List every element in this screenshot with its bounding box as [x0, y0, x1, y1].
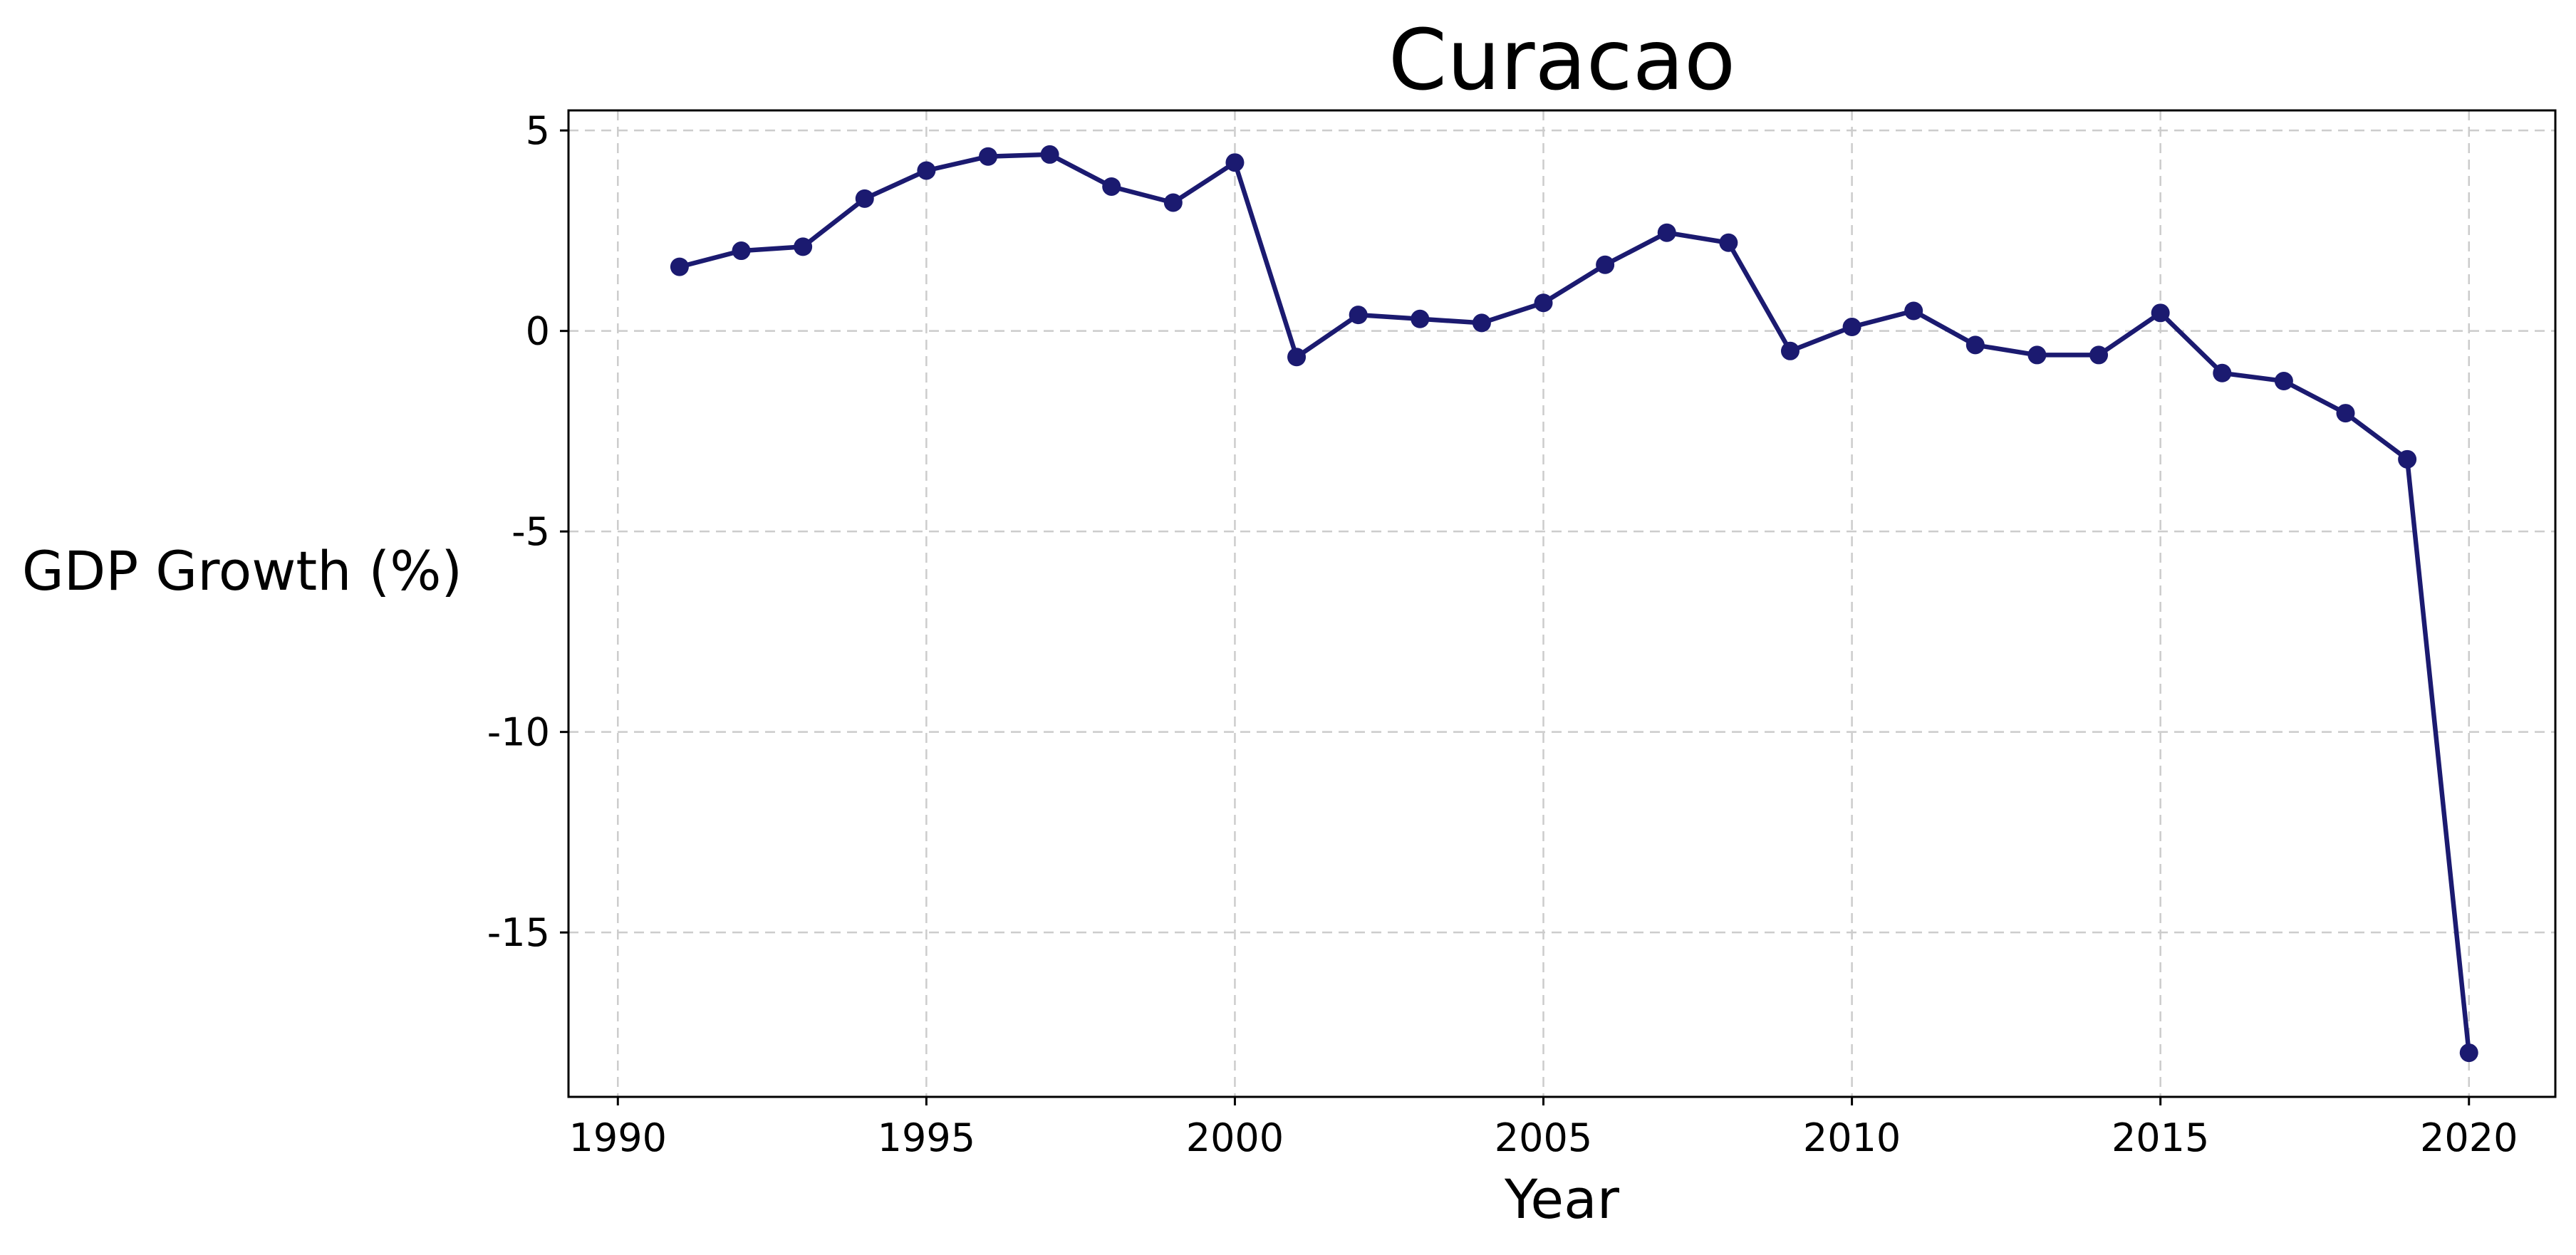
data-point	[1842, 318, 1861, 337]
data-point	[2089, 345, 2109, 365]
data-point	[1904, 301, 1923, 321]
y-tick-label: -5	[511, 509, 550, 554]
x-tick-label: 2015	[2112, 1115, 2209, 1160]
data-point	[1225, 153, 1245, 172]
data-point	[1411, 309, 1430, 328]
data-point	[1163, 193, 1183, 212]
x-tick-label: 2000	[1186, 1115, 1284, 1160]
data-point	[670, 257, 689, 276]
y-tick-label: 0	[526, 309, 550, 354]
data-point	[2274, 372, 2293, 391]
data-point	[917, 161, 936, 180]
data-point	[1596, 255, 1615, 274]
data-point	[1657, 223, 1676, 242]
data-point	[1102, 177, 1121, 196]
data-point	[1534, 293, 1553, 313]
data-point	[1349, 306, 1368, 325]
series-layer	[670, 145, 2478, 1063]
data-point	[1287, 348, 1307, 367]
x-tick-label: 2005	[1495, 1115, 1592, 1160]
plot-frame	[567, 109, 2557, 1098]
x-tick-label: 2010	[1803, 1115, 1901, 1160]
x-tick-label: 2020	[2420, 1115, 2518, 1160]
x-tick-label: 1995	[878, 1115, 975, 1160]
y-axis-label: GDP Growth (%)	[22, 539, 462, 603]
x-axis-label: Year	[1504, 1167, 1620, 1231]
axis-ticks: 1990 1995 2000 2005 2010 2015 2020 5 0 -5 -10 -15	[487, 108, 2518, 1160]
grid-lines	[568, 110, 2555, 1097]
data-point	[1965, 335, 1985, 355]
data-point	[2459, 1043, 2478, 1063]
y-tick-label: -15	[487, 910, 550, 955]
data-point	[855, 189, 874, 208]
data-point	[978, 147, 997, 166]
x-tick-label: 1990	[569, 1115, 667, 1160]
data-point	[2336, 404, 2355, 423]
data-point	[1780, 341, 1799, 360]
y-tick-label: -10	[487, 710, 550, 755]
y-tick-label: 5	[526, 108, 550, 153]
data-point	[2151, 303, 2170, 323]
data-point	[1472, 313, 1491, 333]
data-point	[1040, 145, 1059, 164]
data-point	[2213, 363, 2232, 382]
series-line	[679, 152, 2471, 1053]
data-point	[732, 241, 751, 261]
data-point	[2398, 449, 2417, 469]
data-point	[2027, 345, 2047, 365]
chart-title: Curacao	[1388, 11, 1735, 109]
data-point	[794, 237, 813, 256]
data-point	[1719, 233, 1738, 252]
